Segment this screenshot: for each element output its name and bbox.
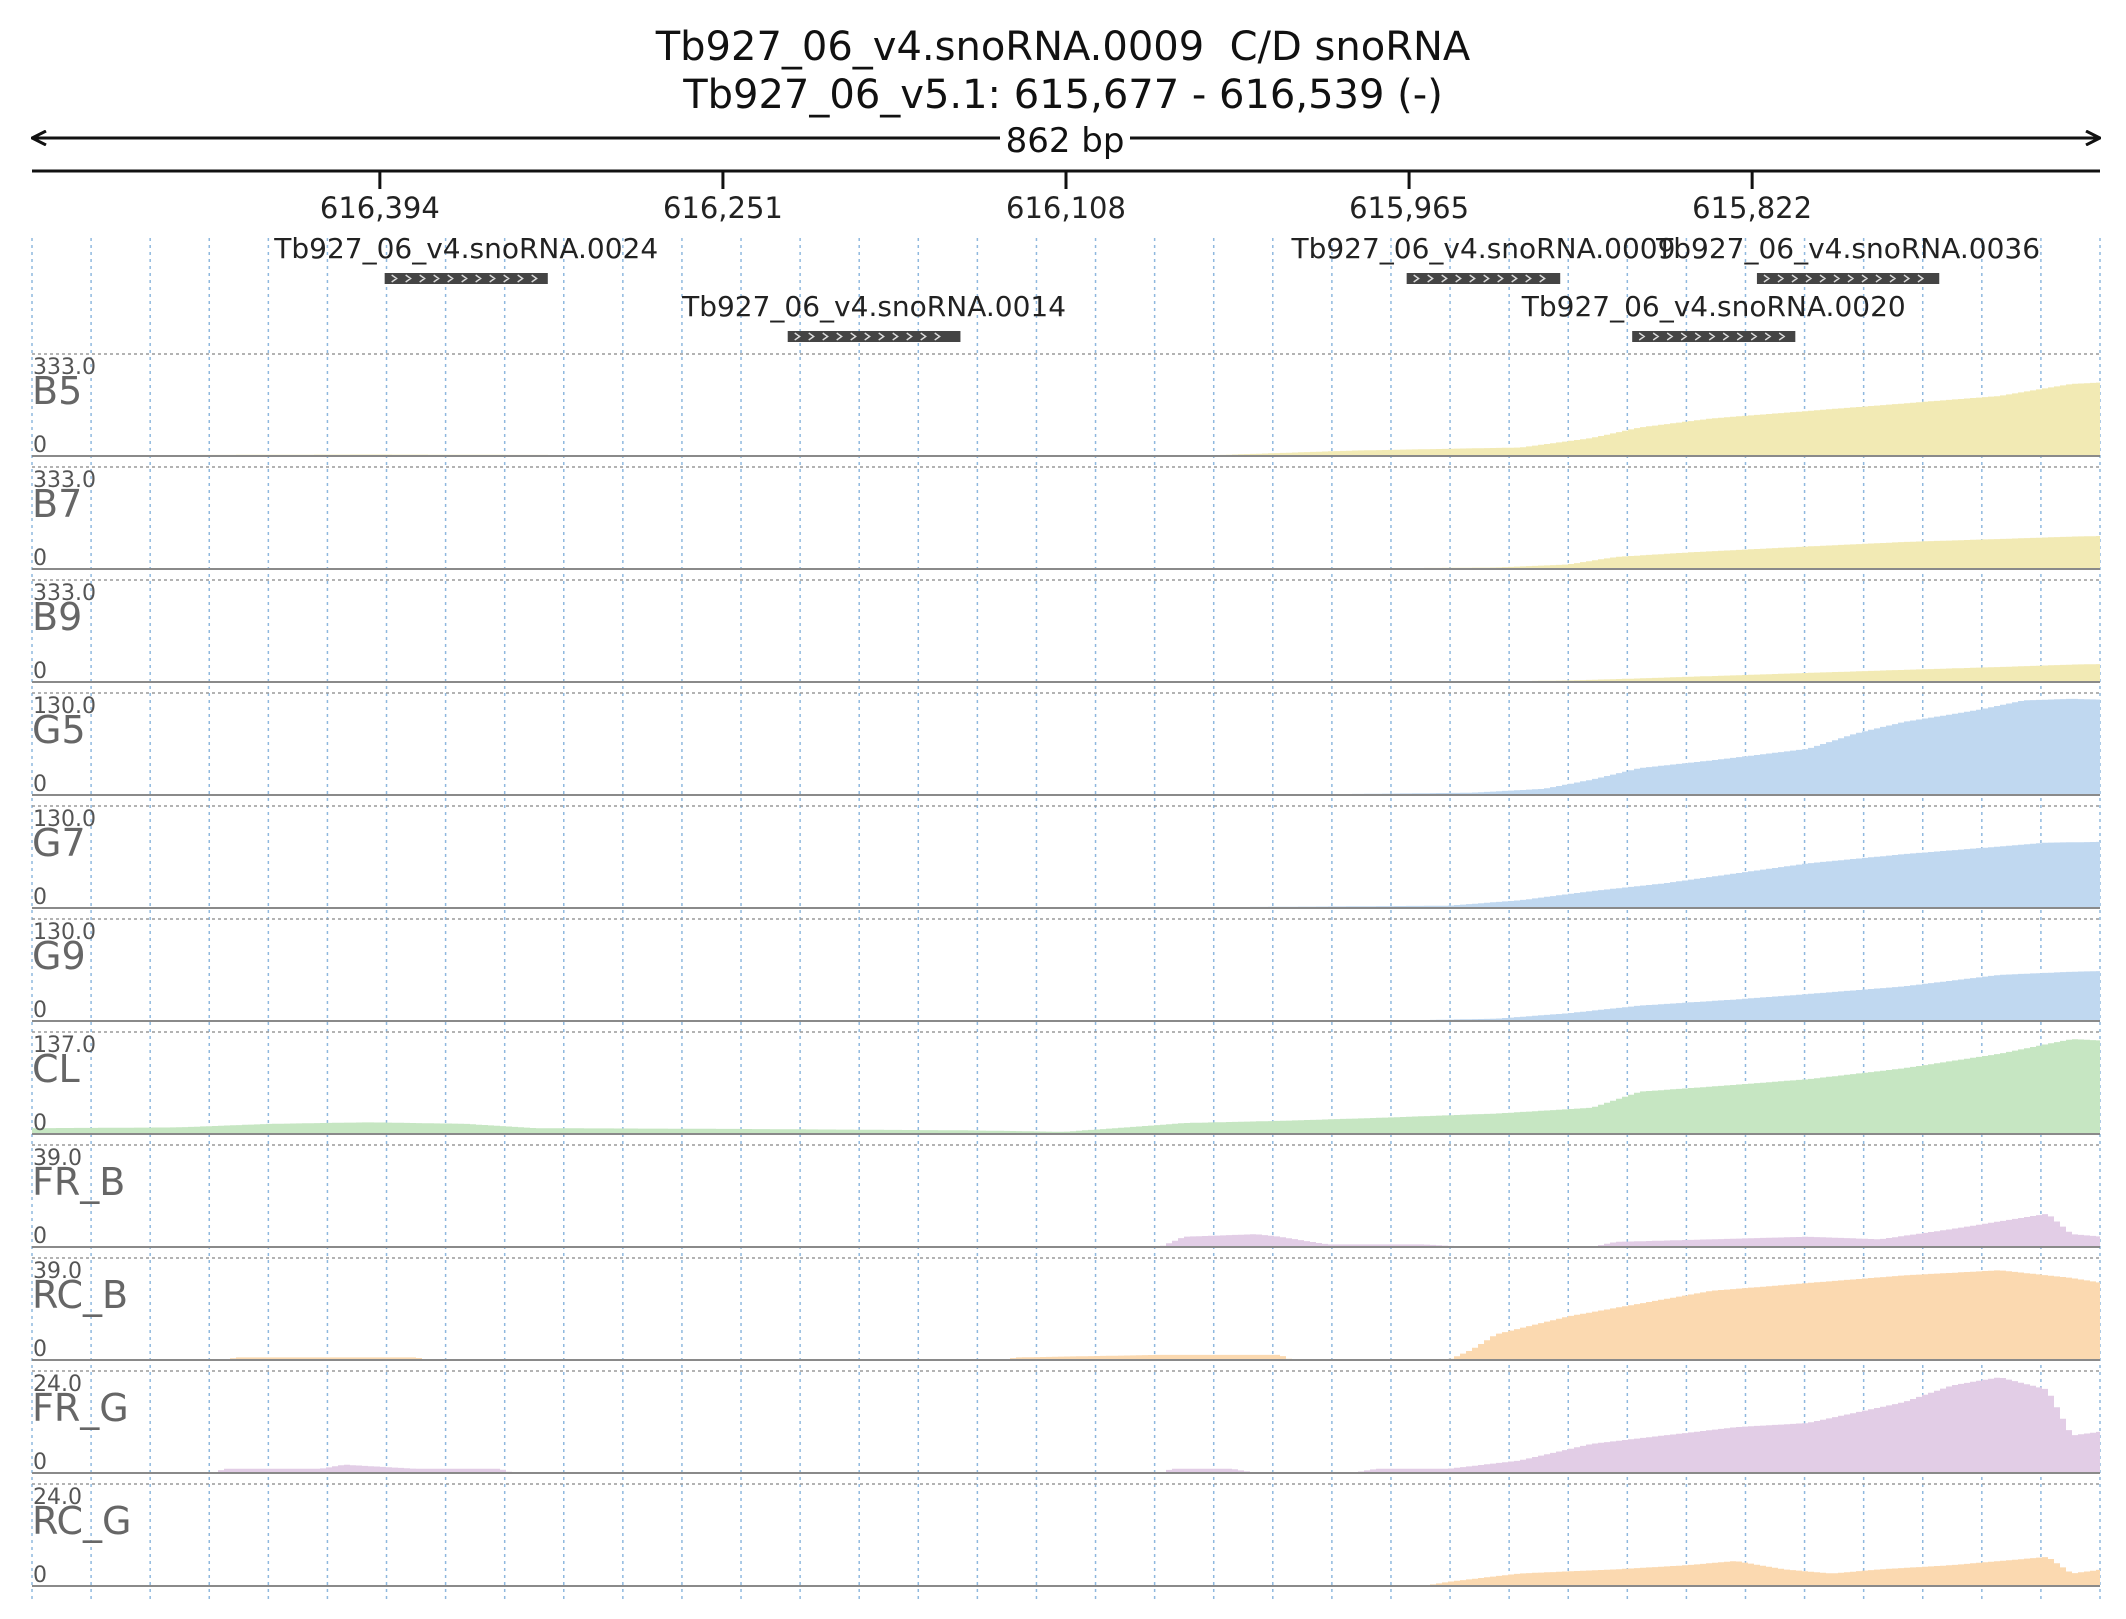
track-ymax-label: 39.0 bbox=[33, 1146, 82, 1171]
feature-strand-arrows bbox=[794, 332, 941, 341]
feature-bar bbox=[1756, 273, 1940, 284]
track-zero-label: 0 bbox=[33, 1337, 47, 1362]
feature-label: Tb927_06_v4.snoRNA.0024 bbox=[273, 232, 658, 265]
feature-label: Tb927_06_v4.snoRNA.0009 bbox=[1290, 232, 1675, 265]
coverage-track-b5: 333.0B5 0 bbox=[32, 353, 2100, 458]
coverage-track-rc-b: 39.0RC_B 0 bbox=[32, 1257, 2100, 1362]
track-zero-label: 0 bbox=[33, 1563, 47, 1588]
coverage-track-fr-g: 24.0FR_G 0 bbox=[32, 1370, 2100, 1475]
track-name: G9 bbox=[32, 934, 86, 978]
track-name: CL bbox=[32, 1047, 80, 1091]
ruler-tick-label: 616,251 bbox=[663, 191, 783, 225]
track-zero-label: 0 bbox=[33, 1111, 47, 1136]
coverage-area bbox=[32, 1270, 2100, 1360]
ruler-tick-label: 616,394 bbox=[320, 191, 440, 225]
track-name: B7 bbox=[32, 482, 82, 526]
feature-label: Tb927_06_v4.snoRNA.0036 bbox=[1655, 232, 2040, 265]
ruler-tick-label: 616,108 bbox=[1006, 191, 1126, 225]
coverage-track-b7: 333.0B7 0 bbox=[32, 466, 2100, 571]
coverage-area bbox=[32, 1377, 2100, 1473]
feature-bar bbox=[787, 331, 961, 342]
ruler-tick-label: 615,822 bbox=[1692, 191, 1812, 225]
track-ymax-label: 333.0 bbox=[33, 468, 96, 493]
track-zero-label: 0 bbox=[33, 546, 47, 571]
track-name: G5 bbox=[32, 708, 86, 752]
coverage-area bbox=[32, 1557, 2100, 1586]
track-name: G7 bbox=[32, 821, 86, 865]
coverage-area bbox=[32, 536, 2100, 569]
coverage-area bbox=[32, 382, 2100, 456]
coverage-track-fr-b: 39.0FR_B 0 bbox=[32, 1144, 2100, 1249]
feature-bar bbox=[1406, 273, 1561, 284]
track-ymax-label: 137.0 bbox=[33, 1033, 96, 1058]
track-zero-label: 0 bbox=[33, 998, 47, 1023]
coverage-track-g5: 130.0G5 0 bbox=[32, 692, 2100, 797]
coverage-area bbox=[32, 698, 2100, 795]
ruler-ticks: 616,394 616,251 616,108 615,965 615,822 bbox=[320, 171, 1812, 225]
track-name: B9 bbox=[32, 595, 82, 639]
track-ymax-label: 130.0 bbox=[33, 807, 96, 832]
coverage-tracks: 333.0B50333.0B70333.0B90130.0G50130.0G70… bbox=[32, 353, 2100, 1588]
coverage-track-g9: 130.0G9 0 bbox=[32, 918, 2100, 1023]
feature-strand-arrows bbox=[1763, 274, 1925, 283]
coverage-track-cl: 137.0CL 0 bbox=[32, 1031, 2100, 1136]
track-ymax-label: 130.0 bbox=[33, 694, 96, 719]
span-label: 862 bp bbox=[1006, 121, 1125, 161]
track-zero-label: 0 bbox=[33, 772, 47, 797]
track-ymax-label: 333.0 bbox=[33, 355, 96, 380]
feature-label: Tb927_06_v4.snoRNA.0020 bbox=[1521, 290, 1906, 323]
coverage-track-b9: 333.0B9 0 bbox=[32, 579, 2100, 684]
figure-subtitle: Tb927_06_v5.1: 615,677 - 616,539 (-) bbox=[683, 72, 1443, 118]
track-ymax-label: 24.0 bbox=[33, 1485, 82, 1510]
track-ymax-label: 39.0 bbox=[33, 1259, 82, 1284]
track-name: FR_B bbox=[32, 1160, 125, 1204]
coverage-area bbox=[32, 841, 2100, 908]
coverage-area bbox=[32, 664, 2100, 682]
figure-title: Tb927_06_v4.snoRNA.0009 C/D snoRNA bbox=[655, 24, 1471, 70]
track-zero-label: 0 bbox=[33, 433, 47, 458]
coverage-area bbox=[32, 1214, 2100, 1247]
track-ymax-label: 130.0 bbox=[33, 920, 96, 945]
track-zero-label: 0 bbox=[33, 885, 47, 910]
feature-strand-arrows bbox=[391, 274, 538, 283]
track-name: FR_G bbox=[32, 1386, 129, 1430]
track-zero-label: 0 bbox=[33, 1224, 47, 1249]
coverage-track-g7: 130.0G7 0 bbox=[32, 805, 2100, 910]
track-zero-label: 0 bbox=[33, 1450, 47, 1475]
track-ymax-label: 24.0 bbox=[33, 1372, 82, 1397]
track-zero-label: 0 bbox=[33, 659, 47, 684]
track-name: RC_G bbox=[32, 1499, 132, 1543]
track-name: B5 bbox=[32, 369, 82, 413]
coverage-area bbox=[32, 1039, 2100, 1134]
track-name: RC_B bbox=[32, 1273, 128, 1317]
feature-strand-arrows bbox=[1413, 274, 1546, 283]
ruler-tick-label: 615,965 bbox=[1349, 191, 1469, 225]
feature-strand-arrows bbox=[1638, 332, 1786, 341]
track-ymax-label: 333.0 bbox=[33, 581, 96, 606]
feature-label: Tb927_06_v4.snoRNA.0014 bbox=[681, 290, 1066, 323]
coverage-area bbox=[32, 971, 2100, 1021]
coverage-track-rc-g: 24.0RC_G 0 bbox=[32, 1483, 2100, 1588]
feature-track: Tb927_06_v4.snoRNA.0024 Tb927_06_v4.snoRN… bbox=[273, 232, 2040, 342]
